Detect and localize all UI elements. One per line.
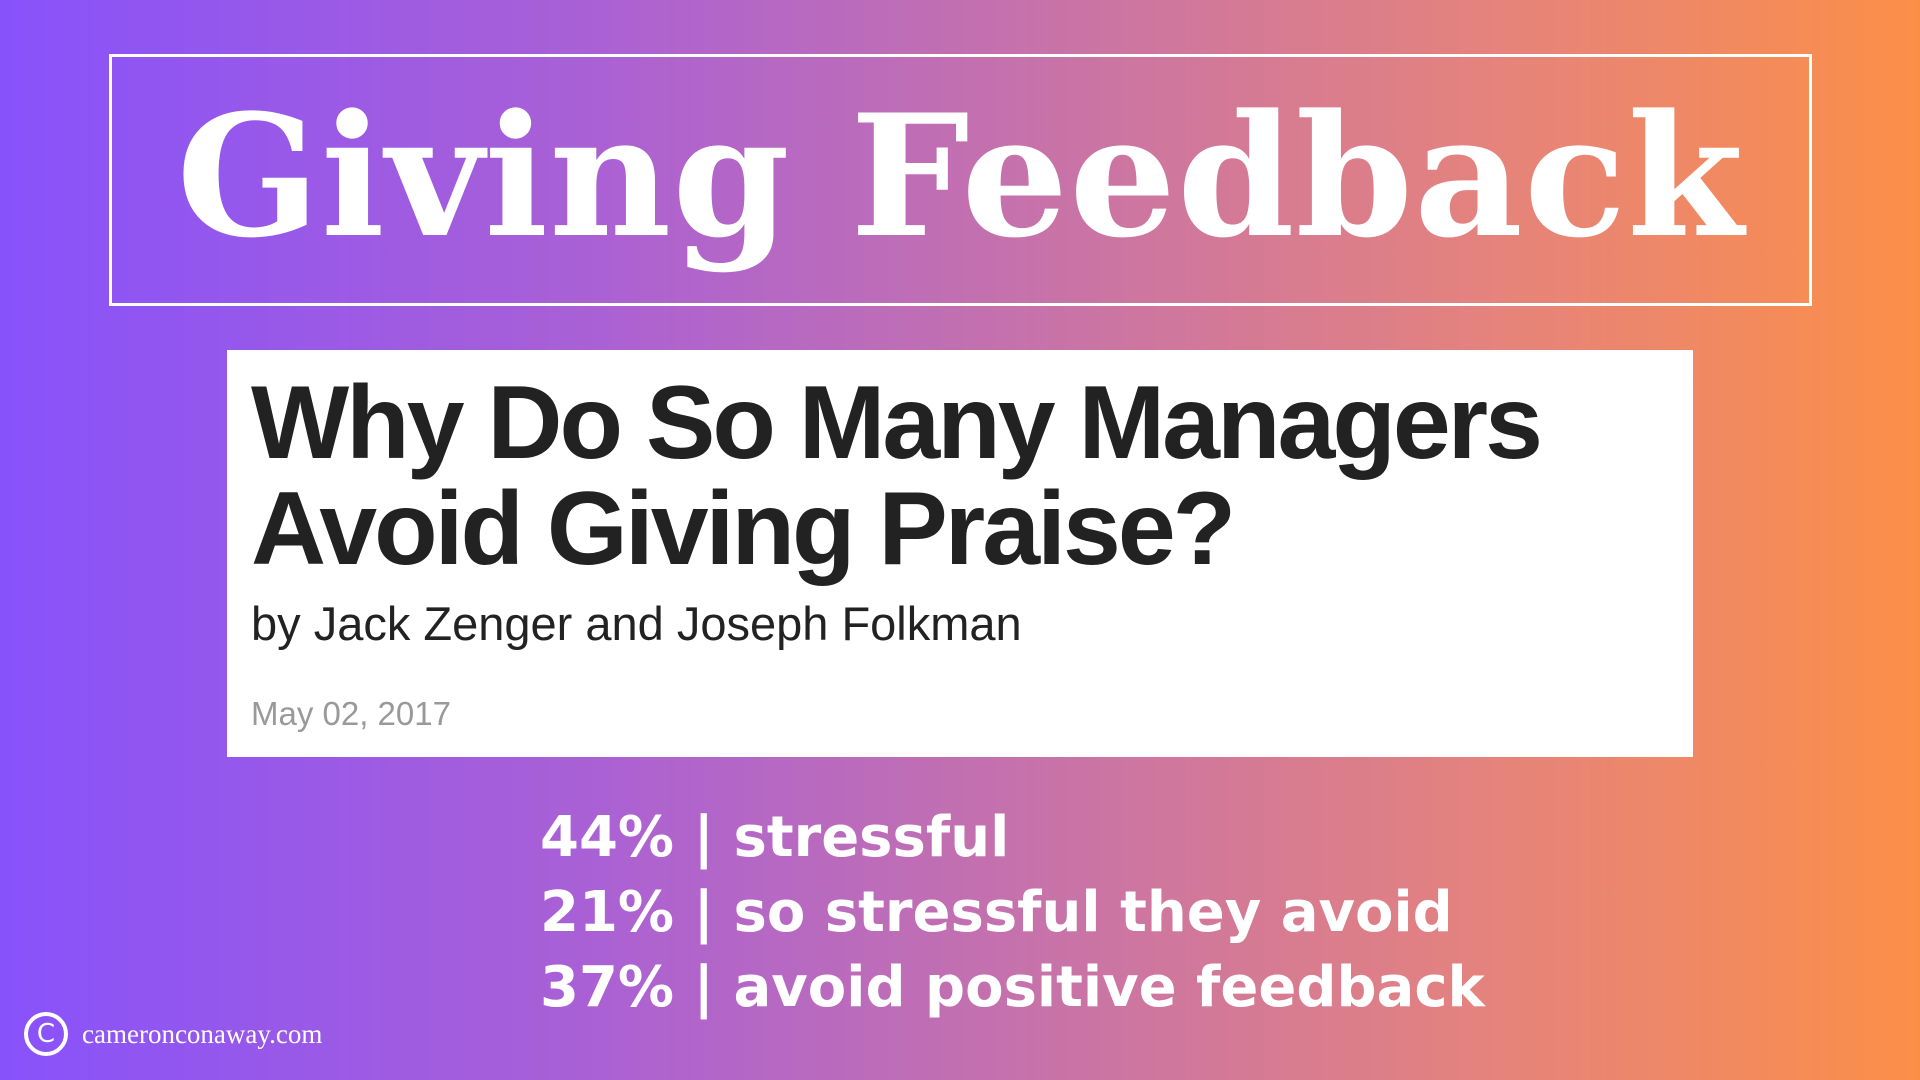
stat-item: 21% | so stressful they avoid <box>540 880 1453 945</box>
stat-item: 37% | avoid positive feedback <box>540 955 1485 1020</box>
footer: C cameronconaway.com <box>24 1012 322 1056</box>
article-headline: Why Do So Many Managers Avoid Giving Pra… <box>251 370 1669 582</box>
headline-line-2: Avoid Giving Praise? <box>251 471 1236 587</box>
slide-title: Giving Feedback <box>176 77 1745 275</box>
headline-line-1: Why Do So Many Managers <box>251 365 1543 481</box>
article-date: May 02, 2017 <box>251 695 451 732</box>
article-card: Why Do So Many Managers Avoid Giving Pra… <box>227 350 1693 757</box>
copyright-icon: C <box>24 1012 68 1056</box>
site-url: cameronconaway.com <box>82 1018 323 1049</box>
stats-list: 44% | stressful 21% | so stressful they … <box>540 800 1485 1025</box>
article-byline: by Jack Zenger and Joseph Folkman <box>251 597 1022 650</box>
stat-item: 44% | stressful <box>540 805 1010 870</box>
title-frame: Giving Feedback <box>109 54 1812 306</box>
